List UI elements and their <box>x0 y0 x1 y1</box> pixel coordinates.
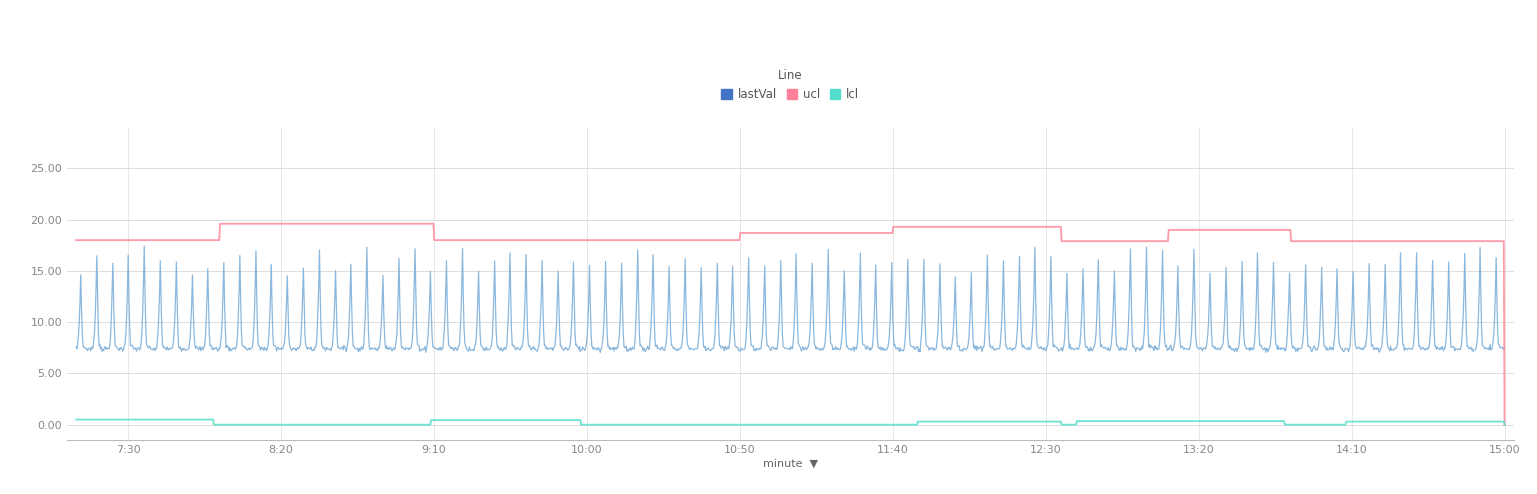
Legend: lastVal, ucl, lcl: lastVal, ucl, lcl <box>716 64 864 106</box>
X-axis label: minute  ▼: minute ▼ <box>762 459 818 469</box>
